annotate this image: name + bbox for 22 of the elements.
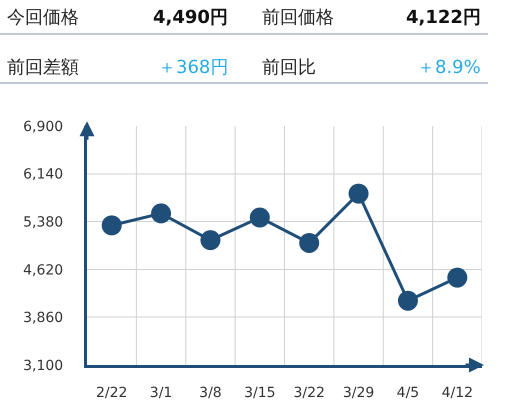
text: ＋8.9% (417, 57, 481, 78)
x-tick-label: 4/5 (396, 384, 420, 401)
text: 4,490円 (153, 7, 228, 28)
x-tick-label: 3/1 (150, 384, 172, 401)
y-tick-label: 6,900 (23, 118, 64, 135)
text: ＋368円 (158, 57, 228, 78)
x-tick-label: 3/22 (293, 384, 325, 401)
y-tick-label: 3,860 (23, 310, 64, 326)
y-tick-label: 4,620 (23, 262, 64, 278)
x-tick-label: 4/12 (442, 384, 474, 401)
text: 前回比 (262, 57, 316, 78)
x-tick-label: 3/29 (342, 384, 374, 401)
x-tick-label: 2/22 (96, 384, 128, 401)
y-tick-label: 6,140 (23, 166, 64, 183)
y-tick-label: 3,100 (23, 358, 64, 374)
text: 今回価格 (7, 7, 79, 28)
y-tick-label: 5,380 (23, 214, 64, 230)
text: 4,122円 (406, 7, 481, 28)
x-tick-label: 3/8 (199, 384, 222, 401)
text: 前回価格 (262, 7, 334, 28)
x-tick-label: 3/15 (244, 384, 276, 401)
text: 前回差額 (7, 57, 79, 78)
